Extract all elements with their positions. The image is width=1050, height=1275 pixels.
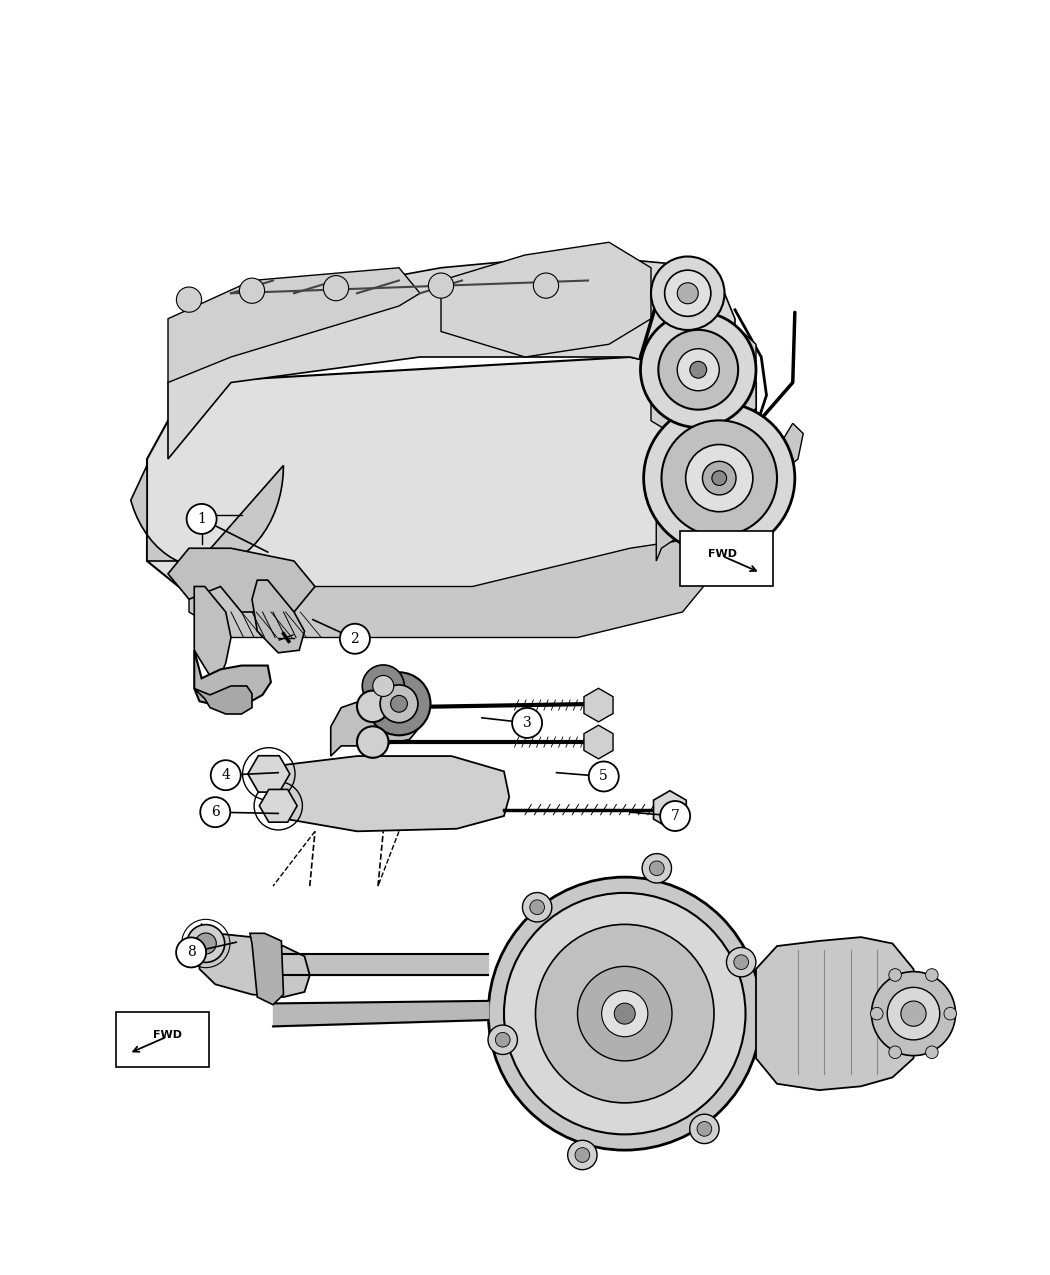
Circle shape: [575, 1148, 590, 1163]
Circle shape: [340, 623, 370, 654]
Circle shape: [887, 987, 940, 1040]
Polygon shape: [441, 242, 651, 357]
Circle shape: [660, 801, 690, 831]
FancyBboxPatch shape: [117, 1011, 209, 1067]
Circle shape: [686, 445, 753, 511]
Circle shape: [239, 278, 265, 303]
Circle shape: [362, 666, 404, 706]
Text: 3: 3: [523, 717, 531, 729]
Circle shape: [690, 361, 707, 379]
Circle shape: [901, 1001, 926, 1026]
Circle shape: [702, 462, 736, 495]
Text: 6: 6: [211, 806, 219, 819]
Circle shape: [926, 1046, 939, 1058]
Circle shape: [568, 1140, 597, 1169]
Circle shape: [533, 273, 559, 298]
Circle shape: [530, 900, 545, 914]
Circle shape: [944, 1007, 957, 1020]
Circle shape: [357, 727, 388, 757]
Circle shape: [536, 924, 714, 1103]
Circle shape: [690, 1114, 719, 1144]
Circle shape: [926, 969, 939, 982]
Circle shape: [640, 312, 756, 427]
Circle shape: [380, 685, 418, 723]
Polygon shape: [131, 465, 284, 567]
Polygon shape: [331, 688, 420, 756]
Circle shape: [677, 349, 719, 390]
Polygon shape: [756, 937, 919, 1090]
Polygon shape: [168, 268, 420, 382]
Circle shape: [734, 955, 749, 969]
Circle shape: [651, 256, 724, 330]
FancyBboxPatch shape: [680, 530, 773, 586]
Circle shape: [872, 972, 956, 1056]
Circle shape: [644, 403, 795, 553]
Polygon shape: [252, 580, 304, 653]
Circle shape: [391, 695, 407, 713]
Circle shape: [643, 853, 672, 884]
Circle shape: [870, 1007, 883, 1020]
Polygon shape: [651, 325, 756, 434]
Text: FWD: FWD: [708, 550, 737, 560]
Circle shape: [211, 760, 240, 790]
Circle shape: [697, 1122, 712, 1136]
Text: 5: 5: [600, 770, 608, 783]
Circle shape: [488, 877, 761, 1150]
Circle shape: [650, 861, 665, 876]
Circle shape: [712, 470, 727, 486]
Circle shape: [176, 287, 202, 312]
Polygon shape: [250, 933, 284, 1005]
Text: 7: 7: [671, 810, 679, 822]
Circle shape: [195, 933, 216, 954]
Circle shape: [496, 1033, 510, 1047]
Polygon shape: [194, 586, 231, 676]
Text: 8: 8: [187, 946, 195, 959]
Polygon shape: [656, 423, 803, 561]
Circle shape: [357, 691, 388, 722]
Circle shape: [727, 947, 756, 977]
Circle shape: [488, 1025, 518, 1054]
Circle shape: [888, 969, 901, 982]
Circle shape: [602, 991, 648, 1037]
Circle shape: [677, 283, 698, 303]
Polygon shape: [147, 357, 756, 612]
Circle shape: [368, 672, 430, 736]
Polygon shape: [189, 536, 714, 638]
Polygon shape: [168, 255, 735, 459]
Circle shape: [578, 966, 672, 1061]
Circle shape: [512, 708, 542, 738]
Circle shape: [662, 421, 777, 536]
Circle shape: [428, 273, 454, 298]
Circle shape: [201, 797, 230, 827]
Circle shape: [187, 924, 225, 963]
Polygon shape: [168, 548, 315, 612]
Polygon shape: [200, 924, 310, 997]
Circle shape: [614, 1003, 635, 1024]
Polygon shape: [271, 756, 509, 831]
Polygon shape: [194, 686, 252, 714]
Circle shape: [504, 892, 746, 1135]
Text: FWD: FWD: [152, 1030, 182, 1040]
Text: 1: 1: [197, 513, 206, 525]
Circle shape: [658, 330, 738, 409]
Circle shape: [176, 937, 206, 968]
Circle shape: [589, 761, 618, 792]
Circle shape: [888, 1046, 901, 1058]
Polygon shape: [194, 650, 271, 708]
Circle shape: [323, 275, 349, 301]
Text: 4: 4: [222, 769, 230, 782]
Text: 2: 2: [351, 632, 359, 645]
Circle shape: [665, 270, 711, 316]
Circle shape: [523, 892, 552, 922]
Circle shape: [373, 676, 394, 696]
Circle shape: [187, 504, 216, 534]
